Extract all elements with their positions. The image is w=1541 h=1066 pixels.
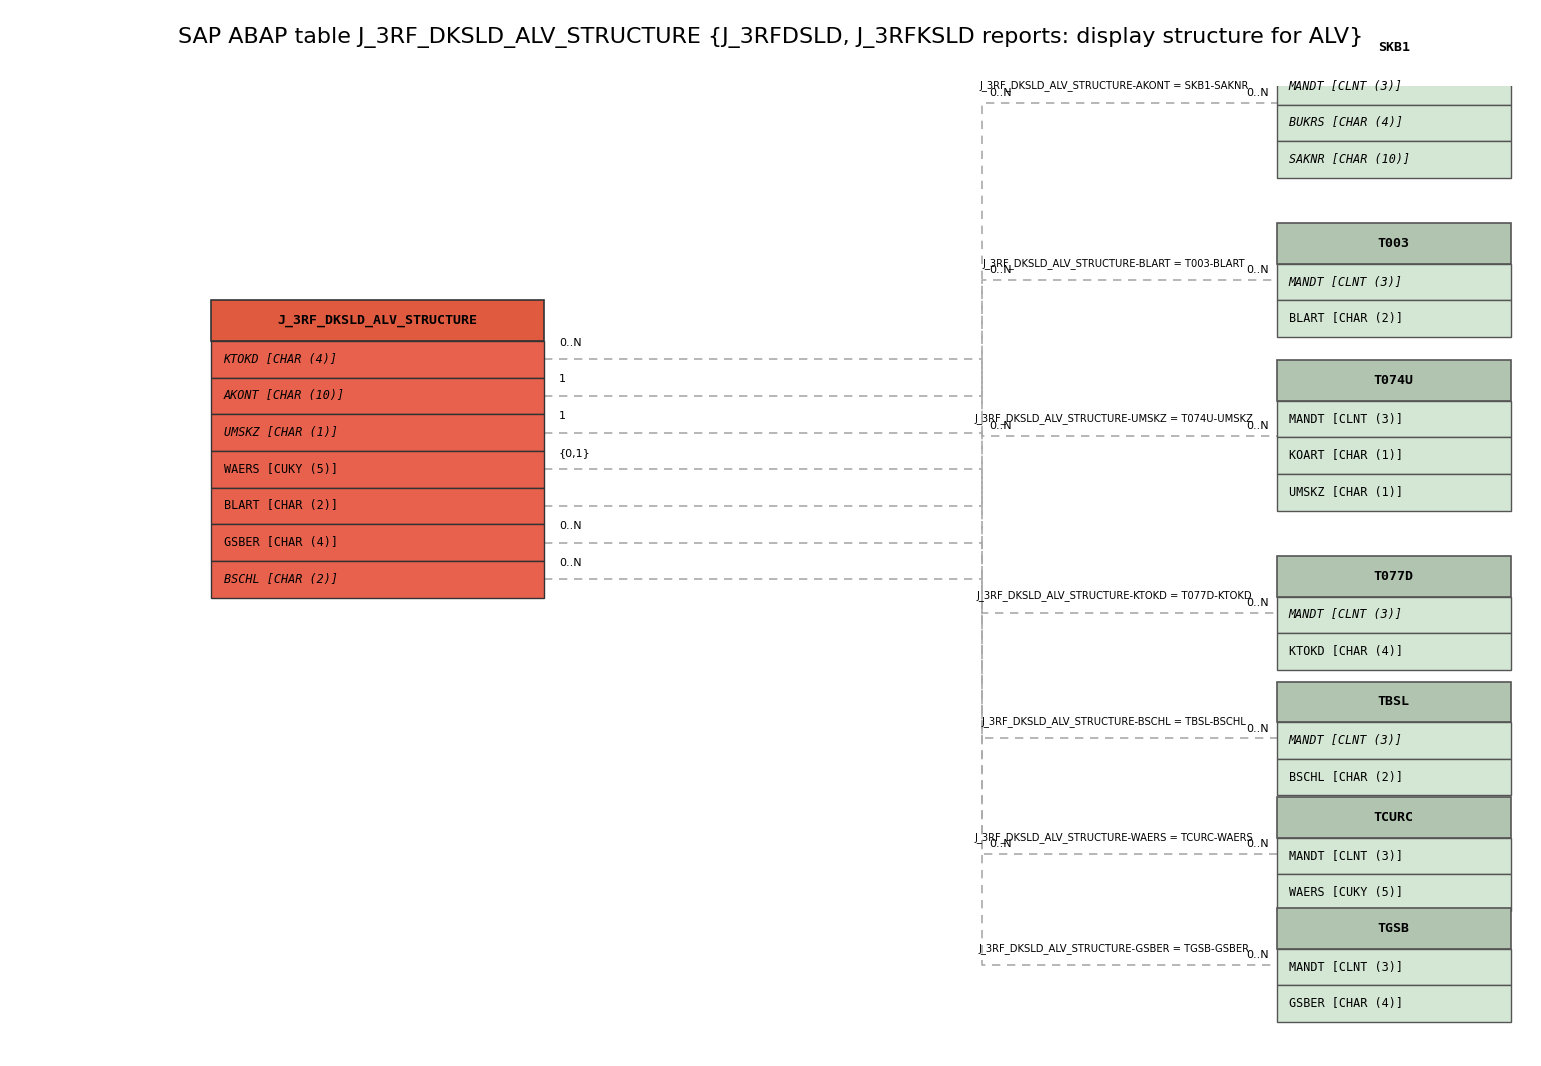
Text: BSCHL [CHAR (2)]: BSCHL [CHAR (2)] [223, 572, 337, 586]
Text: 0..N: 0..N [989, 265, 1012, 275]
Text: J_3RF_DKSLD_ALV_STRUCTURE-WAERS = TCURC-WAERS: J_3RF_DKSLD_ALV_STRUCTURE-WAERS = TCURC-… [975, 831, 1254, 842]
Text: J_3RF_DKSLD_ALV_STRUCTURE-KTOKD = T077D-KTOKD: J_3RF_DKSLD_ALV_STRUCTURE-KTOKD = T077D-… [977, 591, 1253, 601]
FancyBboxPatch shape [1276, 838, 1510, 874]
FancyBboxPatch shape [1276, 437, 1510, 474]
FancyBboxPatch shape [1276, 401, 1510, 437]
FancyBboxPatch shape [1276, 949, 1510, 985]
FancyBboxPatch shape [1276, 985, 1510, 1022]
FancyBboxPatch shape [1276, 908, 1510, 949]
Text: KTOKD [CHAR (4)]: KTOKD [CHAR (4)] [1288, 645, 1402, 658]
Text: T003: T003 [1378, 237, 1410, 251]
FancyBboxPatch shape [1276, 597, 1510, 633]
Text: 0..N: 0..N [1247, 265, 1270, 275]
Text: KTOKD [CHAR (4)]: KTOKD [CHAR (4)] [223, 353, 337, 366]
Text: 0..N: 0..N [1247, 598, 1270, 609]
Text: T077D: T077D [1373, 570, 1413, 583]
Text: TBSL: TBSL [1378, 695, 1410, 708]
FancyBboxPatch shape [1276, 874, 1510, 911]
Text: GSBER [CHAR (4)]: GSBER [CHAR (4)] [1288, 997, 1402, 1011]
Text: SKB1: SKB1 [1378, 42, 1410, 54]
Text: 0..N: 0..N [1247, 950, 1270, 960]
Text: BSCHL [CHAR (2)]: BSCHL [CHAR (2)] [1288, 771, 1402, 784]
Text: 0..N: 0..N [989, 839, 1012, 850]
Text: MANDT [CLNT (3)]: MANDT [CLNT (3)] [1288, 413, 1402, 425]
FancyBboxPatch shape [211, 341, 544, 377]
Text: 1: 1 [559, 374, 566, 385]
Text: 0..N: 0..N [1247, 87, 1270, 98]
Text: {0,1}: {0,1} [559, 448, 590, 457]
FancyBboxPatch shape [1276, 633, 1510, 669]
Text: T074U: T074U [1373, 374, 1413, 387]
FancyBboxPatch shape [1276, 223, 1510, 263]
FancyBboxPatch shape [1276, 142, 1510, 178]
FancyBboxPatch shape [1276, 263, 1510, 301]
FancyBboxPatch shape [211, 524, 544, 561]
Text: J_3RF_DKSLD_ALV_STRUCTURE-BSCHL = TBSL-BSCHL: J_3RF_DKSLD_ALV_STRUCTURE-BSCHL = TBSL-B… [982, 716, 1247, 727]
FancyBboxPatch shape [1276, 360, 1510, 401]
FancyBboxPatch shape [1276, 68, 1510, 104]
Text: AKONT [CHAR (10)]: AKONT [CHAR (10)] [223, 389, 345, 403]
Text: MANDT [CLNT (3)]: MANDT [CLNT (3)] [1288, 733, 1402, 747]
Text: MANDT [CLNT (3)]: MANDT [CLNT (3)] [1288, 276, 1402, 289]
FancyBboxPatch shape [211, 415, 544, 451]
FancyBboxPatch shape [1276, 681, 1510, 722]
Text: MANDT [CLNT (3)]: MANDT [CLNT (3)] [1288, 609, 1402, 621]
FancyBboxPatch shape [211, 451, 544, 487]
Text: TCURC: TCURC [1373, 811, 1413, 824]
FancyBboxPatch shape [1276, 722, 1510, 759]
Text: KOART [CHAR (1)]: KOART [CHAR (1)] [1288, 449, 1402, 463]
Text: BUKRS [CHAR (4)]: BUKRS [CHAR (4)] [1288, 116, 1402, 129]
Text: SAP ABAP table J_3RF_DKSLD_ALV_STRUCTURE {J_3RFDSLD, J_3RFKSLD reports: display : SAP ABAP table J_3RF_DKSLD_ALV_STRUCTURE… [177, 27, 1364, 48]
FancyBboxPatch shape [211, 561, 544, 598]
FancyBboxPatch shape [1276, 301, 1510, 337]
FancyBboxPatch shape [211, 487, 544, 524]
Text: 0..N: 0..N [989, 421, 1012, 431]
Text: 0..N: 0..N [989, 87, 1012, 98]
Text: MANDT [CLNT (3)]: MANDT [CLNT (3)] [1288, 80, 1402, 93]
Text: J_3RF_DKSLD_ALV_STRUCTURE-BLART = T003-BLART: J_3RF_DKSLD_ALV_STRUCTURE-BLART = T003-B… [983, 258, 1245, 269]
Text: 0..N: 0..N [559, 521, 581, 531]
Text: TGSB: TGSB [1378, 922, 1410, 935]
Text: 0..N: 0..N [559, 558, 581, 568]
FancyBboxPatch shape [1276, 797, 1510, 838]
Text: MANDT [CLNT (3)]: MANDT [CLNT (3)] [1288, 850, 1402, 862]
FancyBboxPatch shape [1276, 474, 1510, 511]
Text: 0..N: 0..N [1247, 724, 1270, 733]
Text: UMSKZ [CHAR (1)]: UMSKZ [CHAR (1)] [1288, 486, 1402, 499]
Text: MANDT [CLNT (3)]: MANDT [CLNT (3)] [1288, 960, 1402, 973]
Text: BLART [CHAR (2)]: BLART [CHAR (2)] [1288, 312, 1402, 325]
Text: J_3RF_DKSLD_ALV_STRUCTURE: J_3RF_DKSLD_ALV_STRUCTURE [277, 314, 478, 327]
FancyBboxPatch shape [1276, 556, 1510, 597]
Text: GSBER [CHAR (4)]: GSBER [CHAR (4)] [223, 536, 337, 549]
Text: WAERS [CUKY (5)]: WAERS [CUKY (5)] [223, 463, 337, 475]
Text: 0..N: 0..N [559, 338, 581, 348]
Text: J_3RF_DKSLD_ALV_STRUCTURE-AKONT = SKB1-SAKNR: J_3RF_DKSLD_ALV_STRUCTURE-AKONT = SKB1-S… [980, 80, 1248, 91]
Text: J_3RF_DKSLD_ALV_STRUCTURE-GSBER = TGSB-GSBER: J_3RF_DKSLD_ALV_STRUCTURE-GSBER = TGSB-G… [979, 942, 1250, 954]
FancyBboxPatch shape [211, 377, 544, 415]
Text: SAKNR [CHAR (10)]: SAKNR [CHAR (10)] [1288, 154, 1410, 166]
FancyBboxPatch shape [1276, 759, 1510, 795]
Text: 0..N: 0..N [1247, 839, 1270, 850]
Text: 0..N: 0..N [1247, 421, 1270, 431]
Text: WAERS [CUKY (5)]: WAERS [CUKY (5)] [1288, 886, 1402, 900]
FancyBboxPatch shape [1276, 104, 1510, 142]
Text: 1: 1 [559, 411, 566, 421]
Text: J_3RF_DKSLD_ALV_STRUCTURE-UMSKZ = T074U-UMSKZ: J_3RF_DKSLD_ALV_STRUCTURE-UMSKZ = T074U-… [975, 413, 1254, 424]
Text: BLART [CHAR (2)]: BLART [CHAR (2)] [223, 500, 337, 513]
FancyBboxPatch shape [1276, 28, 1510, 68]
FancyBboxPatch shape [211, 301, 544, 341]
Text: UMSKZ [CHAR (1)]: UMSKZ [CHAR (1)] [223, 426, 337, 439]
